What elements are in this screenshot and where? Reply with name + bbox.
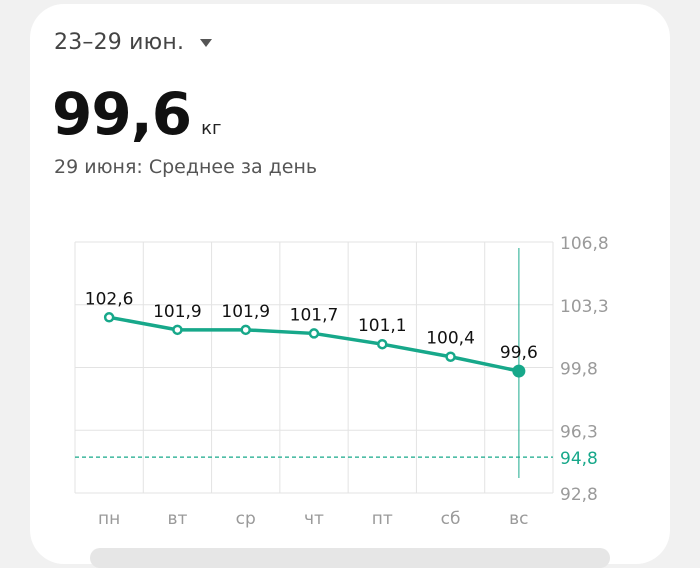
- x-tick-label: ср: [236, 509, 256, 529]
- x-tick-label: пн: [98, 509, 120, 529]
- x-tick-label: пт: [372, 509, 393, 529]
- weight-unit: кг: [201, 118, 222, 139]
- y-tick-label: 99,8: [560, 360, 598, 380]
- next-card-edge: [90, 548, 610, 568]
- weight-line-chart[interactable]: 106,8 103,3 99,8 96,3 92,8 94,8 102,6 101,9 101,…: [0, 0, 700, 555]
- weight-value: 99,6: [52, 80, 192, 148]
- y-tick-label: 96,3: [560, 422, 598, 442]
- y-tick-label: 92,8: [560, 485, 598, 505]
- x-tick-label: чт: [304, 509, 324, 529]
- weight-subtitle: 29 июня: Среднее за день: [54, 156, 318, 178]
- data-label: 101,9: [153, 302, 202, 322]
- y-tick-label: 106,8: [560, 234, 609, 254]
- target-weight-label: 94,8: [560, 449, 598, 469]
- x-tick-label: вс: [509, 509, 528, 529]
- caret-down-icon: [200, 38, 213, 47]
- weight-card: [30, 4, 670, 564]
- data-point[interactable]: [103, 312, 115, 323]
- x-tick-label: сб: [441, 509, 461, 529]
- data-label: 100,4: [426, 329, 475, 349]
- data-label: 101,1: [358, 316, 407, 336]
- data-label: 101,9: [221, 302, 270, 322]
- data-label: 101,7: [290, 305, 339, 325]
- data-label: 102,6: [85, 289, 134, 309]
- data-point[interactable]: [445, 351, 456, 362]
- data-label: 99,6: [500, 343, 538, 363]
- y-tick-label: 103,3: [560, 297, 609, 317]
- data-point[interactable]: [377, 338, 388, 350]
- data-point-selected[interactable]: [512, 364, 526, 378]
- data-point[interactable]: [240, 324, 251, 336]
- date-range-label: 23–29 июн.: [54, 30, 185, 55]
- data-point[interactable]: [172, 324, 183, 336]
- data-point[interactable]: [308, 328, 320, 339]
- x-tick-label: вт: [167, 509, 187, 529]
- current-weight: 99,6 кг: [52, 80, 221, 148]
- date-range-selector[interactable]: 23–29 июн.: [54, 30, 213, 55]
